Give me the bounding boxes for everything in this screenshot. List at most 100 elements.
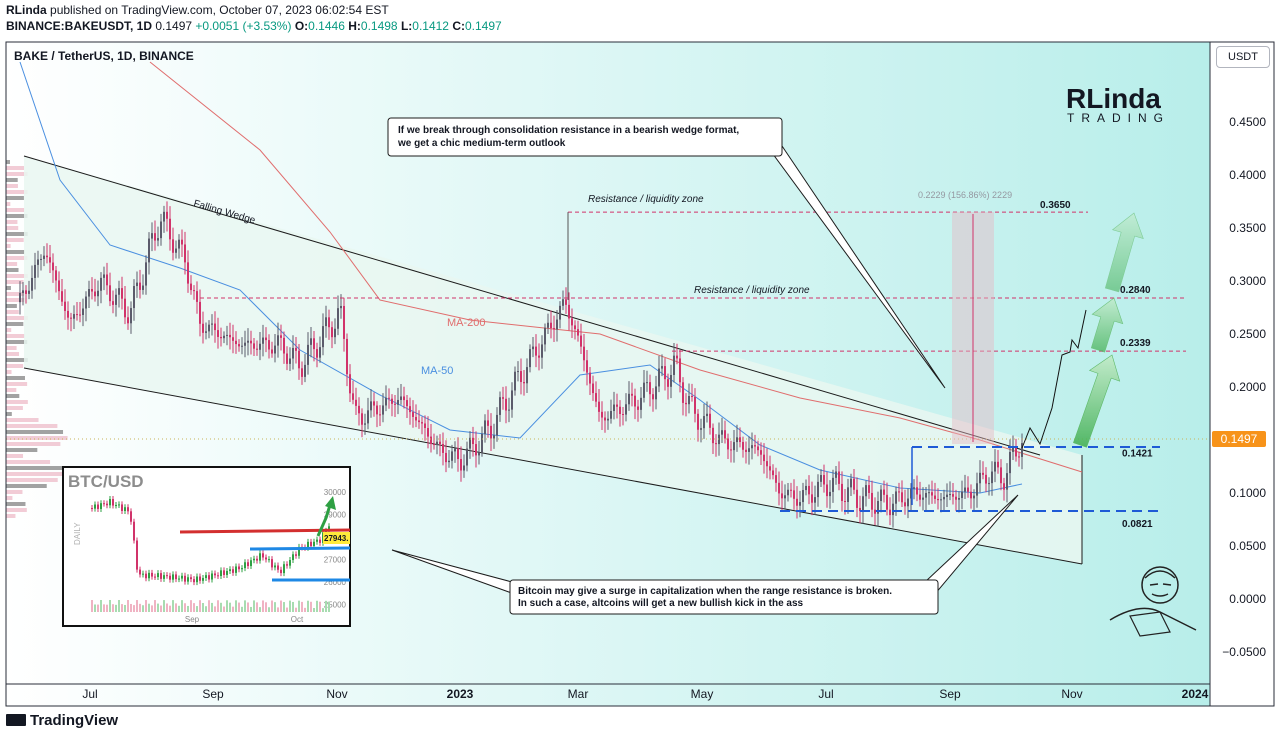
inset-time-tick: Oct (291, 615, 304, 624)
volume-profile-bar (6, 448, 38, 452)
time-tick-label: Jul (818, 687, 833, 701)
inset-volume-bar (247, 602, 249, 612)
inset-volume-bar (178, 605, 180, 612)
candle-body (145, 262, 147, 286)
low-value: 0.1412 (412, 19, 449, 33)
candle-body (61, 291, 63, 302)
candle-body (130, 308, 132, 324)
inset-volume-bar (310, 601, 312, 612)
inset-title: BTC/USD (68, 472, 144, 491)
candle-body (673, 355, 675, 375)
candle-body (280, 335, 282, 338)
inset-volume-bar (328, 601, 330, 612)
inset-candle-body (316, 539, 318, 542)
candle-body (487, 420, 489, 426)
inset-candle-body (109, 499, 111, 506)
open-value: 0.1446 (308, 19, 345, 33)
inset-candle-body (181, 575, 183, 579)
volume-profile-bar (6, 502, 26, 506)
inset-candle-body (307, 541, 309, 548)
volume-profile-bar (6, 490, 23, 494)
candle-body (52, 262, 54, 271)
candle-body (874, 509, 876, 514)
currency-button[interactable]: USDT (1216, 46, 1270, 68)
candle-body (337, 308, 339, 329)
candle-body (568, 304, 570, 319)
candle-body (319, 347, 321, 358)
candle-body (556, 319, 558, 330)
candle-body (772, 470, 774, 476)
candle-body (316, 349, 318, 358)
candle-body (76, 314, 78, 316)
candle-body (616, 404, 618, 407)
inset-volume-bar (226, 600, 228, 612)
candle-body (433, 444, 435, 446)
inset-candle-body (229, 569, 231, 572)
candle-body (745, 449, 747, 452)
inset-side-label: DAILY (73, 522, 82, 545)
candle-body (244, 342, 246, 346)
candle-body (922, 497, 924, 500)
candle-body (265, 337, 267, 341)
inset-price-tick: 27000 (324, 556, 347, 565)
level-label-01421: 0.1421 (1122, 448, 1153, 459)
candle-body (931, 492, 933, 496)
volume-profile-bar (6, 322, 24, 326)
author-name[interactable]: RLinda (6, 3, 47, 17)
candle-body (649, 382, 651, 395)
inset-candle-body (133, 521, 135, 541)
inset-price-tick: 29000 (324, 511, 347, 520)
price-tick-label: 0.3500 (1229, 221, 1266, 235)
candle-body (499, 397, 501, 415)
candle-body (409, 406, 411, 413)
last-price-tag-label: 0.1497 (1221, 432, 1258, 446)
last-price-tag (1212, 431, 1266, 447)
candle-body (928, 492, 930, 494)
candle-body (919, 494, 921, 500)
tradingview-logo[interactable]: TradingView (6, 712, 118, 729)
candle-body (166, 211, 168, 219)
inset-volume-bar (127, 600, 129, 612)
inset-volume-bar (205, 606, 207, 612)
candle-body (406, 400, 408, 407)
candle-body (769, 466, 771, 471)
volume-profile-bar (6, 214, 28, 218)
inset-volume-bar (301, 601, 303, 612)
volume-profile-bar (6, 472, 66, 476)
inset-volume-bar (184, 603, 186, 612)
candle-body (19, 293, 21, 303)
candle-body (490, 425, 492, 439)
candle-body (880, 489, 882, 502)
inset-candle-body (211, 573, 213, 580)
inset-arrow-head (325, 496, 336, 510)
candle-body (640, 397, 642, 410)
volume-profile-bar (6, 466, 71, 470)
inset-volume-bar (325, 600, 327, 612)
candle-body (967, 487, 969, 492)
inset-candle-body (328, 526, 330, 531)
candle-body (889, 509, 891, 516)
inset-candle-body (247, 562, 249, 567)
price-change: +0.0051 (+3.53%) (195, 19, 292, 33)
candle-body (376, 405, 378, 415)
candle-body (994, 461, 996, 472)
candle-body (421, 422, 423, 424)
candle-body (619, 406, 621, 414)
inset-mid-line (249, 546, 351, 551)
inset-candle-body (160, 573, 162, 579)
candle-body (505, 398, 507, 411)
candle-body (796, 498, 798, 506)
logo-subtext: TRADING (1067, 111, 1170, 125)
inset-arrow-line (316, 504, 332, 537)
candle-body (268, 340, 270, 350)
inset-time-tick: Sep (185, 615, 200, 624)
candle-body (115, 294, 117, 305)
candle-body (985, 474, 987, 484)
candle-body (388, 397, 390, 399)
inset-volume-bar (211, 602, 213, 612)
candle-body (196, 291, 198, 302)
candle-body (220, 336, 222, 339)
candle-body (175, 248, 177, 253)
candle-body (631, 393, 633, 396)
